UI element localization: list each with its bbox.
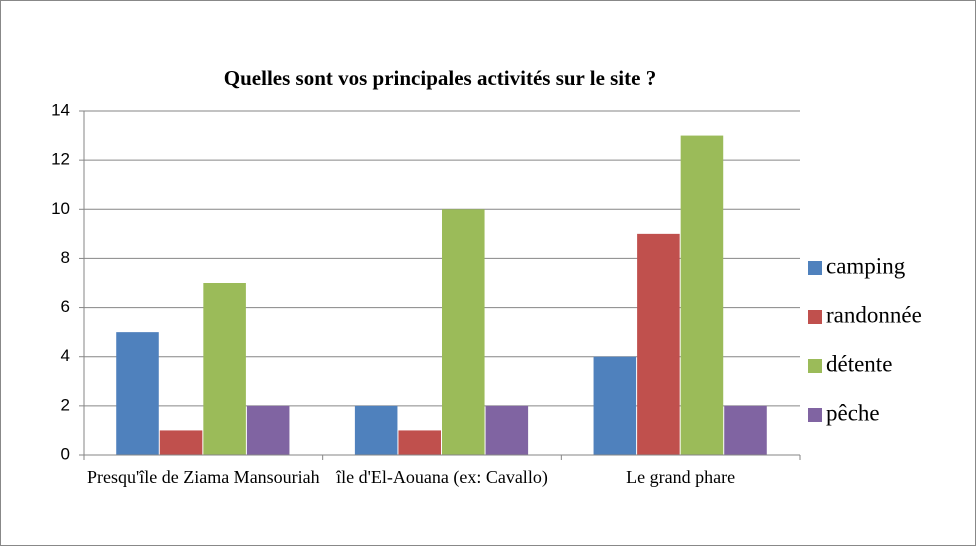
bar — [398, 430, 441, 455]
x-tick-label: Presqu'île de Ziama Mansouriah — [86, 467, 320, 487]
y-tick-label: 14 — [51, 100, 70, 119]
bar — [116, 332, 159, 455]
x-tick-label: île d'El-Aouana (ex: Cavallo) — [336, 467, 548, 487]
y-tick-label: 6 — [61, 297, 70, 316]
legend-label: détente — [826, 351, 892, 376]
x-tick-label-box: Le grand phare — [626, 467, 736, 487]
x-tick-label: Le grand phare — [626, 467, 736, 487]
bar — [485, 405, 529, 455]
y-tick-label: 12 — [51, 150, 70, 169]
bar — [246, 405, 290, 455]
legend-label: randonnée — [826, 302, 922, 327]
bar — [354, 405, 398, 455]
legend-swatch — [808, 310, 822, 324]
legend-label: pêche — [826, 400, 880, 425]
legend-swatch — [808, 359, 822, 373]
y-tick-label: 0 — [61, 444, 70, 463]
bar — [724, 405, 767, 455]
y-tick-label: 10 — [51, 199, 70, 218]
legend-swatch — [808, 261, 822, 275]
bar — [680, 135, 724, 456]
legend-label: camping — [826, 253, 906, 278]
y-tick-label: 8 — [61, 248, 70, 267]
bar — [159, 430, 203, 455]
chart-title: Quelles sont vos principales activités s… — [224, 66, 656, 90]
y-tick-label: 4 — [61, 346, 70, 365]
legend-swatch — [808, 408, 822, 422]
bar — [593, 356, 637, 455]
y-tick-label: 2 — [61, 395, 70, 414]
bar — [442, 209, 485, 455]
bar — [203, 283, 246, 455]
bar — [637, 233, 680, 455]
x-tick-label-box: Presqu'île de Ziama Mansouriah — [86, 467, 320, 487]
x-tick-label-box: île d'El-Aouana (ex: Cavallo) — [336, 467, 548, 487]
